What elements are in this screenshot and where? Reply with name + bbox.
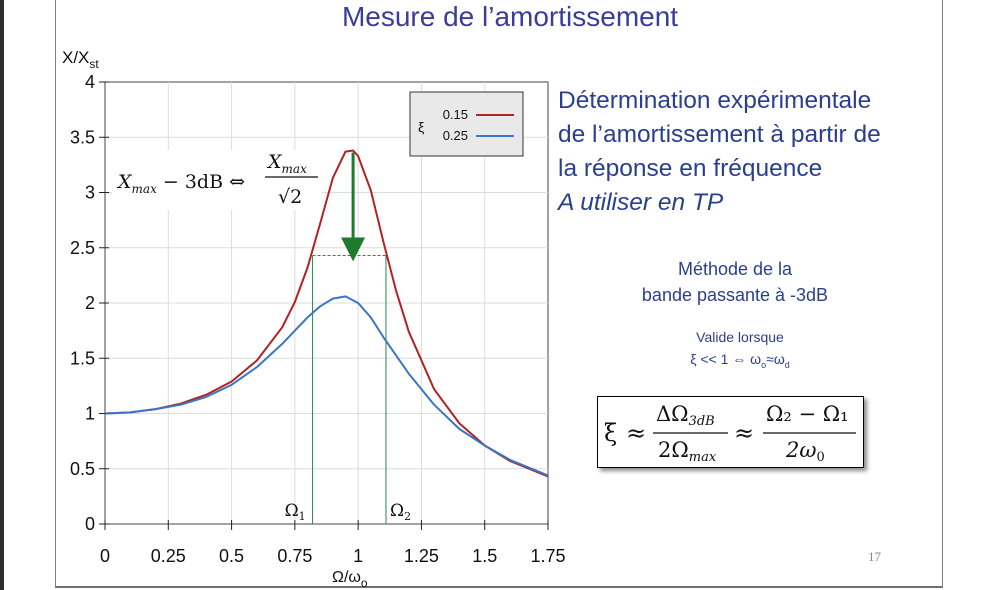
- svg-text:≈: ≈: [734, 419, 754, 447]
- window-edge: [0, 0, 4, 590]
- legend-label-0.15: 0.15: [443, 107, 468, 122]
- x-tick-label: 0: [100, 546, 110, 566]
- legend-label-0.25: 0.25: [443, 128, 468, 143]
- series-line-0.15: [104, 149, 549, 478]
- description-line-2: de l’amortissement à partir de: [558, 121, 881, 148]
- omega2-label: Ω2: [390, 501, 411, 523]
- svg-text:Xmax − 3dB ⇔: Xmax − 3dB ⇔: [116, 171, 245, 196]
- svg-text:2ω0: 2ω0: [785, 438, 825, 465]
- minus-3db-annotation: Xmax − 3dB ⇔ Xmax √2: [112, 150, 322, 210]
- x-tick-label: 0.5: [219, 546, 244, 566]
- svg-text:ξ: ξ: [604, 419, 617, 447]
- x-axis: 0 0.25 0.5 0.75 1 1.25 1.5 1.75: [100, 520, 566, 566]
- annotation-background: [112, 150, 322, 210]
- y-tick-label: 0: [85, 514, 95, 534]
- series-lines: [104, 149, 549, 478]
- page-number: 17: [868, 549, 881, 564]
- omega-labels: Ω1 Ω2: [285, 501, 412, 523]
- svg-text:≈: ≈: [626, 419, 646, 447]
- series-line-0.25: [104, 295, 549, 477]
- y-axis-label: X/Xst: [62, 48, 99, 71]
- omega1-label: Ω1: [285, 501, 306, 523]
- validity-condition: Valide lorsque ξ << 1 ⇔ ωo≈ωd: [640, 326, 840, 376]
- validity-line-2: ξ << 1 ⇔ ωo≈ωd: [690, 351, 790, 370]
- method-title: Méthode de la bande passante à -3dB: [600, 256, 870, 308]
- svg-text:ΔΩ3dB: ΔΩ3dB: [656, 402, 715, 429]
- slide-title: Mesure de l’amortissement: [341, 1, 679, 32]
- y-axis: 0 0.5 1 1.5 2 2.5 3 3.5 4: [70, 72, 109, 534]
- damping-formula: ξ ≈ ΔΩ3dB 2Ωmax ≈ Ω₂ − Ω₁ 2ω0: [597, 396, 864, 468]
- x-axis-label: Ω/ωo: [332, 569, 368, 590]
- x-tick-label: 1.75: [530, 546, 565, 566]
- y-tick-label: 1.5: [70, 348, 95, 368]
- legend-title: ξ: [418, 119, 424, 135]
- x-tick-label: 1: [353, 546, 363, 566]
- description: Détermination expérimentale de l’amortis…: [558, 84, 881, 220]
- method-line-1: Méthode de la: [677, 259, 793, 279]
- description-line-3: la réponse en fréquence: [558, 155, 823, 182]
- y-tick-label: 3: [85, 183, 95, 203]
- y-tick-label: 2: [85, 293, 95, 313]
- x-tick-label: 1.5: [472, 546, 497, 566]
- legend: ξ 0.15 0.25: [409, 91, 524, 157]
- y-tick-label: 3.5: [70, 127, 95, 147]
- y-tick-label: 1: [85, 404, 95, 424]
- svg-text:Xmax: Xmax: [266, 151, 307, 176]
- slide-frame: [55, 0, 943, 588]
- y-tick-label: 4: [85, 72, 95, 92]
- x-tick-label: 0.25: [151, 546, 186, 566]
- description-line-1: Détermination expérimentale: [558, 87, 872, 114]
- svg-text:2Ωmax: 2Ωmax: [658, 438, 717, 465]
- legend-box: [409, 91, 524, 157]
- x-tick-label: 1.25: [404, 546, 439, 566]
- description-line-4: A utiliser en TP: [558, 189, 724, 216]
- y-tick-label: 0.5: [70, 459, 95, 479]
- x-tick-label: 0.75: [277, 546, 312, 566]
- y-tick-label: 2.5: [70, 238, 95, 258]
- formula-svg: ξ ≈ ΔΩ3dB 2Ωmax ≈ Ω₂ − Ω₁ 2ω0: [604, 402, 856, 465]
- method-line-2: bande passante à -3dB: [641, 285, 829, 305]
- validity-line-1: Valide lorsque: [696, 329, 784, 345]
- svg-text:√2: √2: [278, 186, 302, 208]
- svg-text:Ω₂ − Ω₁: Ω₂ − Ω₁: [766, 402, 849, 426]
